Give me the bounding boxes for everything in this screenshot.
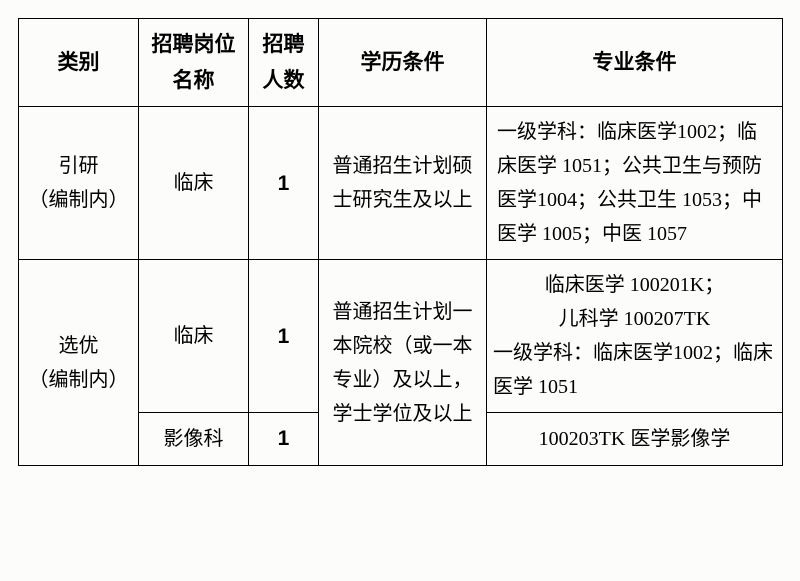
table-row: 选优 （编制内） 临床 1 普通招生计划一本院校（或一本专业）及以上，学士学位及… xyxy=(19,260,783,413)
cell-major: 临床医学 100201K； 儿科学 100207TK 一级学科：临床医学1002… xyxy=(487,260,783,413)
header-category: 类别 xyxy=(19,19,139,107)
cell-count: 1 xyxy=(249,107,319,260)
header-position: 招聘岗位名称 xyxy=(139,19,249,107)
cell-major: 一级学科：临床医学1002；临床医学 1051；公共卫生与预防医学1004；公共… xyxy=(487,107,783,260)
major-line2: 儿科学 100207TK xyxy=(559,308,711,330)
major-line3: 一级学科：临床医学1002；临床医学 1051 xyxy=(493,342,773,398)
header-education: 学历条件 xyxy=(319,19,487,107)
category-line1: 引研 xyxy=(59,155,99,177)
category-line1: 选优 xyxy=(59,335,99,357)
category-line2: （编制内） xyxy=(29,189,129,211)
header-major: 专业条件 xyxy=(487,19,783,107)
cell-count: 1 xyxy=(249,260,319,413)
recruitment-table: 类别 招聘岗位名称 招聘人数 学历条件 专业条件 引研 （编制内） 临床 1 普… xyxy=(18,18,783,466)
cell-position: 影像科 xyxy=(139,413,249,466)
header-row: 类别 招聘岗位名称 招聘人数 学历条件 专业条件 xyxy=(19,19,783,107)
table-row: 引研 （编制内） 临床 1 普通招生计划硕士研究生及以上 一级学科：临床医学10… xyxy=(19,107,783,260)
cell-count: 1 xyxy=(249,413,319,466)
cell-education: 普通招生计划一本院校（或一本专业）及以上，学士学位及以上 xyxy=(319,260,487,466)
cell-category: 选优 （编制内） xyxy=(19,260,139,466)
category-line2: （编制内） xyxy=(29,369,129,391)
major-line1: 临床医学 100201K； xyxy=(545,274,724,296)
cell-category: 引研 （编制内） xyxy=(19,107,139,260)
cell-major: 100203TK 医学影像学 xyxy=(487,413,783,466)
cell-education: 普通招生计划硕士研究生及以上 xyxy=(319,107,487,260)
cell-position: 临床 xyxy=(139,260,249,413)
header-count: 招聘人数 xyxy=(249,19,319,107)
cell-position: 临床 xyxy=(139,107,249,260)
